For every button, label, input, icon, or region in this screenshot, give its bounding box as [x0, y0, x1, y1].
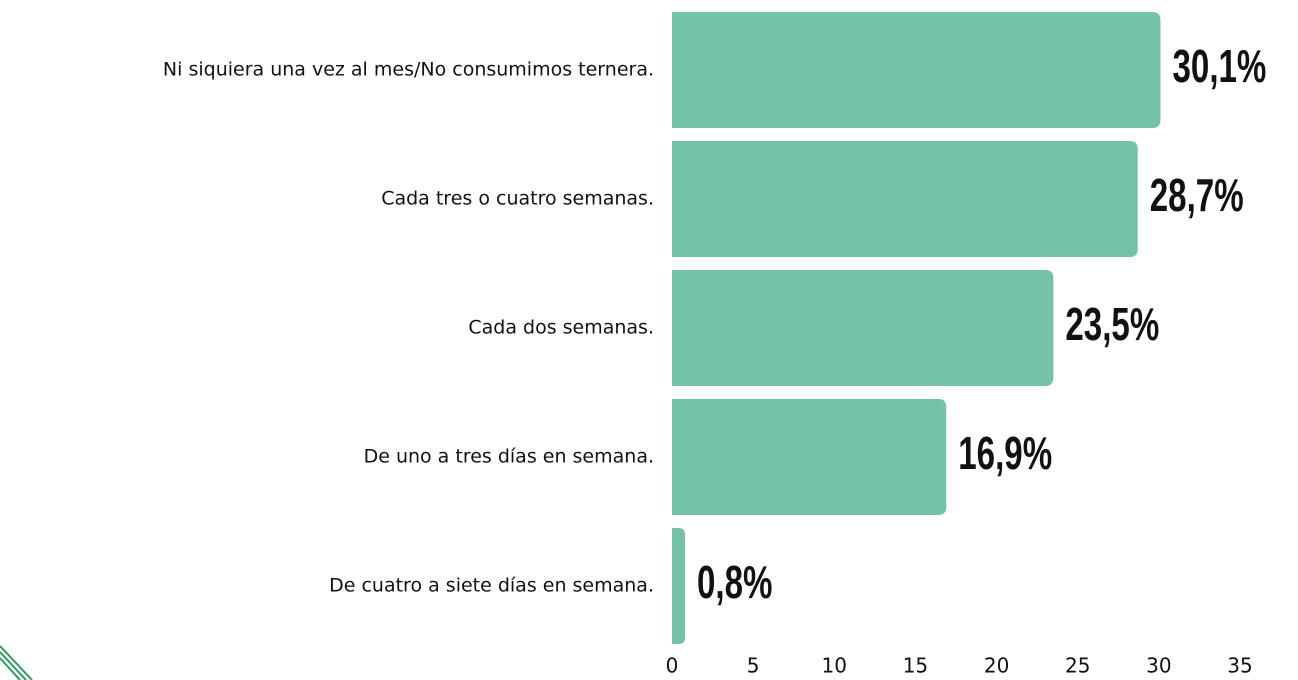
x-tick-label: 20	[984, 654, 1009, 678]
x-tick-label: 15	[903, 654, 928, 678]
x-tick-label: 10	[822, 654, 847, 678]
category-label: De cuatro a siete días en semana.	[329, 575, 654, 597]
value-label: 16,9%	[958, 429, 1052, 479]
category-label: Cada tres o cuatro semanas.	[381, 188, 654, 210]
x-tick-label: 0	[666, 654, 679, 678]
x-tick-label: 5	[747, 654, 760, 678]
bar	[672, 12, 1161, 128]
bar	[672, 399, 947, 515]
value-label: 0,8%	[697, 558, 772, 608]
x-tick-label: 25	[1065, 654, 1090, 678]
bar	[672, 141, 1138, 257]
value-label: 28,7%	[1150, 171, 1244, 221]
x-tick-label: 30	[1146, 654, 1171, 678]
bar	[672, 270, 1054, 386]
value-label: 30,1%	[1172, 42, 1266, 92]
category-label: De uno a tres días en semana.	[364, 446, 654, 468]
bar	[672, 528, 685, 644]
category-label: Cada dos semanas.	[468, 317, 654, 339]
value-label: 23,5%	[1065, 300, 1159, 350]
decoration	[0, 645, 33, 680]
category-label: Ni siquiera una vez al mes/No consumimos…	[163, 59, 654, 81]
x-tick-label: 35	[1227, 654, 1252, 678]
